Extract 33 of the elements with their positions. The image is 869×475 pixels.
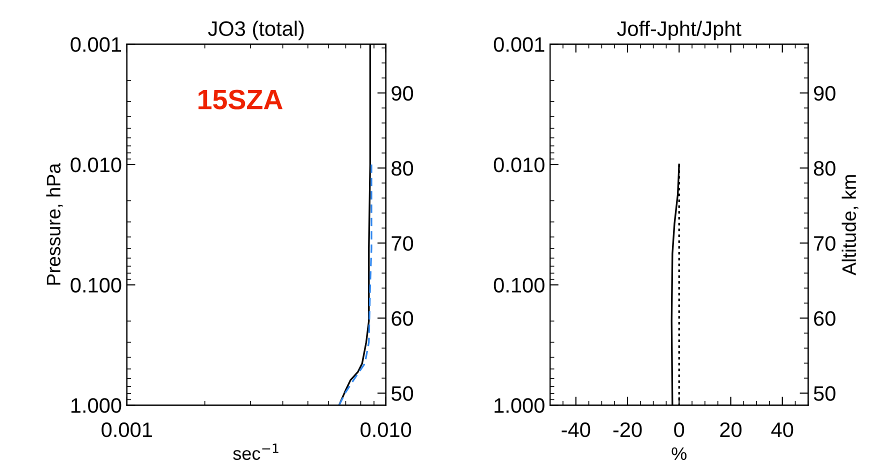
y-axis-title: Pressure, hPa <box>46 163 63 285</box>
x-tick-label: -40 <box>562 422 590 438</box>
y2-tick-label: 90 <box>814 86 836 101</box>
y-tick-label: 0.001 <box>70 37 121 52</box>
y-tick-label: 0.100 <box>494 278 544 293</box>
x-tick-label: 40 <box>771 422 794 438</box>
y2-tick-label: 60 <box>814 311 836 326</box>
x-axis-title: sec$^{−1}$ <box>233 444 278 460</box>
x-tick-label: 0.001 <box>102 422 152 438</box>
y-tick-label: 1.000 <box>71 398 122 413</box>
x-tick-label: 0 <box>674 422 684 438</box>
y2-tick-label: 50 <box>814 386 836 401</box>
x-tick-label: 20 <box>720 422 742 438</box>
x-tick-label: 0.010 <box>360 422 412 438</box>
y-tick-label: 1.000 <box>494 398 544 413</box>
y-tick-label: 0.001 <box>494 37 544 52</box>
y-tick-label: 0.010 <box>70 158 122 172</box>
y-tick-label: 0.100 <box>70 278 122 293</box>
y2-tick-label: 70 <box>392 236 414 251</box>
y2-tick-label: 80 <box>814 161 836 176</box>
y2-axis-title: Altitude, km <box>842 175 858 276</box>
y2-tick-label: 80 <box>392 161 414 176</box>
annotation: 15SZA <box>198 90 283 110</box>
y2-tick-label: 90 <box>392 86 414 101</box>
chart-title: Joff-Jpht/Jpht <box>617 20 742 40</box>
chart-title: JO3 (total) <box>208 20 304 40</box>
y2-tick-label: 50 <box>392 386 414 401</box>
y-tick-label: 0.010 <box>494 158 544 172</box>
line-series <box>338 164 372 406</box>
y2-tick-label: 60 <box>392 311 414 326</box>
y2-tick-label: 70 <box>814 236 836 251</box>
x-axis-title: % <box>672 447 687 460</box>
x-tick-label: -20 <box>613 422 642 438</box>
